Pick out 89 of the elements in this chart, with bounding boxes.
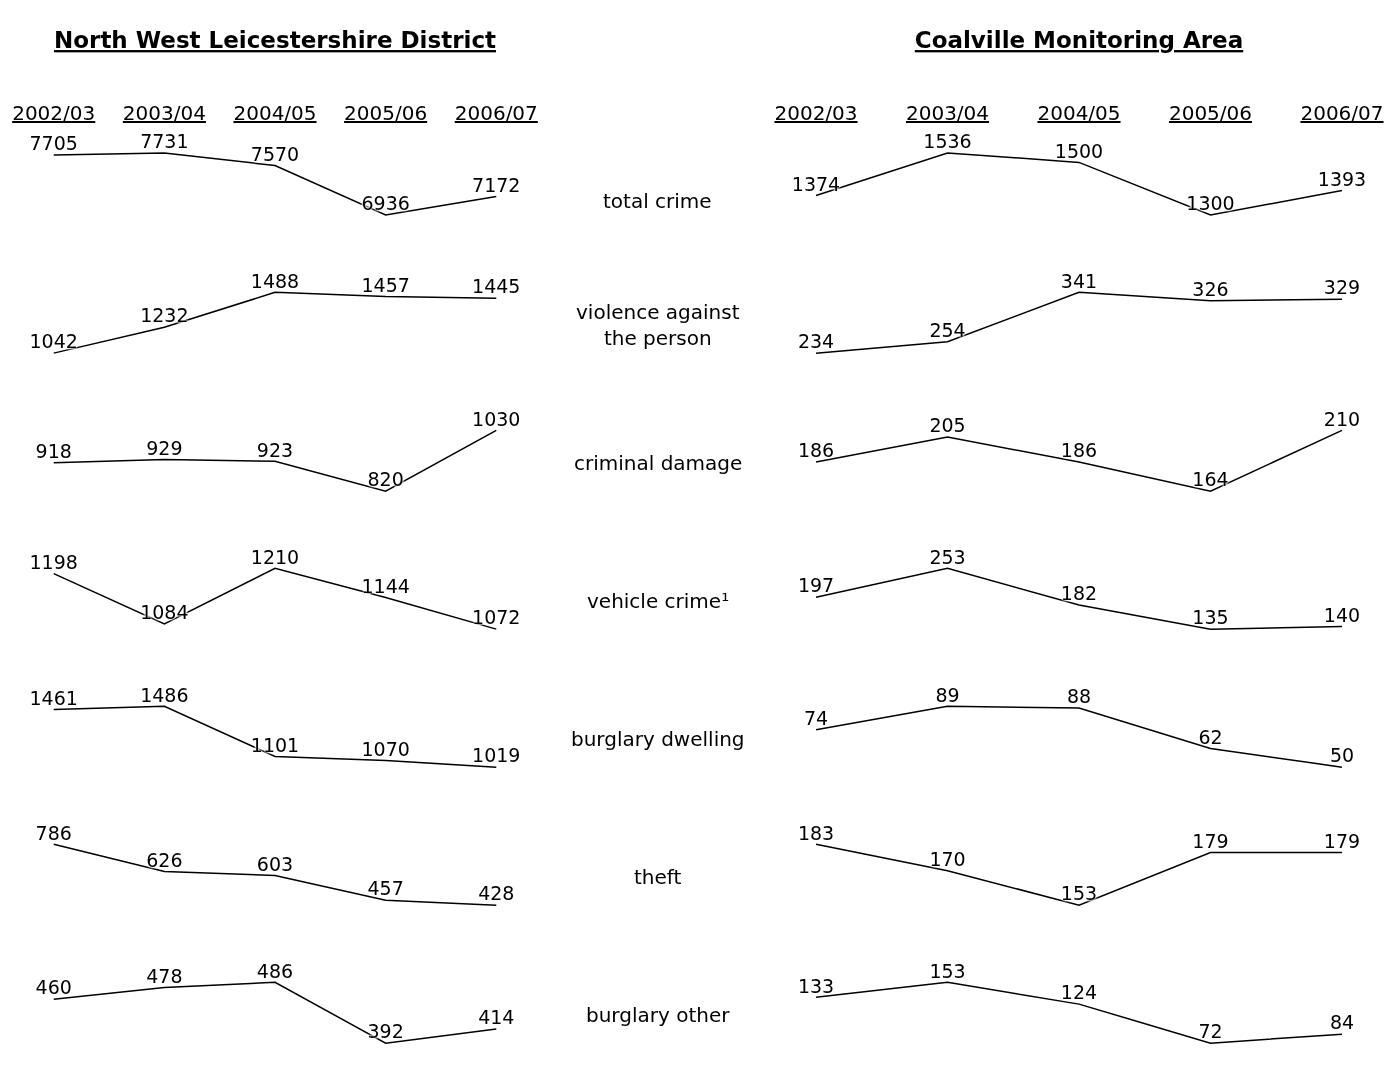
data-label: 1042	[29, 330, 78, 353]
data-label: 124	[1060, 981, 1098, 1004]
data-label: 486	[256, 959, 294, 982]
data-label: 205	[929, 414, 966, 437]
data-label: 329	[1323, 276, 1361, 299]
data-label: 1536	[923, 130, 972, 153]
data-label: 210	[1323, 407, 1361, 430]
data-label: 84	[1329, 1011, 1355, 1034]
text: vehicle crime¹	[587, 589, 730, 613]
x-tick-label: 2003/04	[122, 101, 206, 125]
data-label: 1232	[140, 304, 189, 327]
data-label: 7172	[472, 173, 521, 196]
data-label: 135	[1192, 606, 1229, 629]
data-label: 140	[1323, 603, 1361, 626]
x-tick-label: 2002/03	[774, 101, 858, 125]
text: burglary other	[586, 1003, 731, 1027]
data-label: 326	[1192, 278, 1229, 301]
data-label: 89	[935, 683, 960, 706]
data-label: 1084	[140, 601, 189, 624]
data-label: 1030	[472, 407, 521, 430]
data-label: 254	[929, 319, 966, 342]
data-label: 1488	[250, 269, 300, 292]
data-label: 923	[256, 438, 294, 461]
text: violence against the person	[576, 300, 740, 350]
data-label: 1461	[29, 686, 78, 709]
data-label: 1500	[1054, 139, 1104, 162]
data-label: 7705	[29, 132, 78, 155]
data-label: 1072	[472, 606, 521, 629]
data-label: 197	[797, 574, 835, 597]
data-label: 929	[146, 436, 183, 459]
data-label: 153	[1060, 882, 1098, 905]
data-label: 1198	[29, 550, 78, 573]
data-label: 164	[1192, 468, 1229, 491]
data-label: 820	[367, 468, 404, 491]
data-label: 88	[1066, 685, 1092, 708]
data-label: 234	[797, 330, 835, 353]
data-label: 1374	[791, 172, 841, 195]
chart-title: Coalville Monitoring Area	[914, 27, 1244, 54]
text: burglary dwelling	[571, 727, 745, 751]
data-label: 133	[797, 974, 835, 997]
data-label: 183	[797, 821, 835, 844]
text: criminal damage	[574, 451, 743, 475]
x-tick-label: 2004/05	[233, 101, 317, 125]
data-label: 72	[1198, 1020, 1223, 1043]
text: theft	[634, 865, 682, 889]
data-label: 253	[929, 545, 966, 568]
data-label: 7570	[250, 142, 300, 165]
data-label: 478	[146, 964, 183, 987]
data-label: 626	[146, 848, 183, 871]
data-label: 74	[803, 706, 829, 729]
data-label: 186	[1060, 439, 1098, 462]
data-label: 1486	[140, 683, 189, 706]
data-label: 7731	[140, 130, 189, 153]
data-label: 62	[1198, 725, 1223, 748]
data-label: 918	[35, 440, 72, 463]
data-label: 1393	[1317, 167, 1367, 190]
data-label: 1144	[361, 574, 410, 597]
data-label: 6936	[361, 192, 410, 215]
data-label: 50	[1329, 744, 1355, 767]
data-label: 457	[367, 877, 404, 900]
data-label: 460	[35, 976, 72, 999]
x-tick-label: 2004/05	[1037, 101, 1121, 125]
data-label: 1300	[1186, 192, 1235, 215]
data-label: 170	[929, 847, 966, 870]
data-label: 428	[478, 882, 515, 905]
data-label: 414	[478, 1006, 515, 1029]
x-tick-label: 2006/07	[454, 101, 538, 125]
x-tick-label: 2005/06	[1168, 101, 1253, 125]
data-label: 1019	[472, 744, 521, 767]
data-label: 1101	[250, 733, 300, 756]
data-label: 1210	[250, 545, 300, 568]
text: total crime	[603, 189, 712, 213]
data-label: 603	[256, 852, 294, 875]
data-label: 341	[1060, 269, 1098, 292]
x-tick-label: 2003/04	[905, 101, 990, 125]
x-tick-label: 2006/07	[1300, 101, 1384, 125]
data-label: 153	[929, 959, 966, 982]
data-label: 179	[1192, 829, 1229, 852]
data-label: 392	[367, 1020, 404, 1043]
data-label: 1070	[361, 737, 410, 760]
data-label: 182	[1060, 582, 1098, 605]
data-label: 1457	[361, 273, 410, 296]
data-label: 1445	[472, 275, 521, 298]
data-label: 179	[1323, 829, 1361, 852]
x-tick-label: 2005/06	[344, 101, 428, 125]
data-label: 186	[797, 439, 835, 462]
chart-title: North West Leicestershire District	[53, 27, 497, 54]
x-tick-label: 2002/03	[12, 101, 96, 125]
data-label: 786	[35, 821, 72, 844]
